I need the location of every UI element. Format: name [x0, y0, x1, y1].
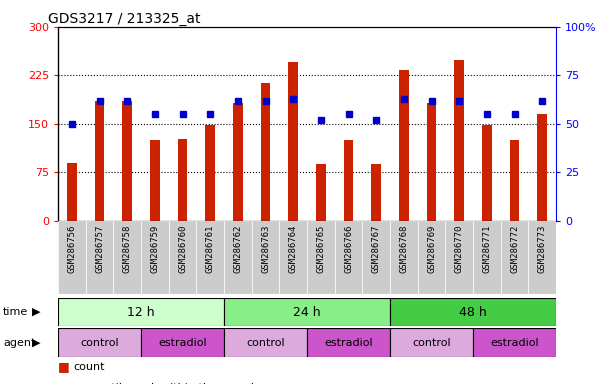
Text: GSM286762: GSM286762 — [233, 224, 243, 273]
Bar — [122, 101, 132, 221]
Text: GSM286772: GSM286772 — [510, 224, 519, 273]
Text: GSM286761: GSM286761 — [206, 224, 214, 273]
Bar — [316, 164, 326, 221]
Bar — [224, 328, 307, 357]
Text: GSM286759: GSM286759 — [150, 224, 159, 273]
Bar — [67, 163, 77, 221]
Text: GSM286769: GSM286769 — [427, 224, 436, 273]
Bar — [196, 221, 224, 294]
Bar — [390, 221, 418, 294]
Bar — [224, 298, 390, 326]
Bar — [141, 328, 224, 357]
Text: count: count — [73, 362, 105, 372]
Bar — [390, 328, 473, 357]
Text: agent: agent — [3, 338, 35, 348]
Bar — [95, 101, 104, 221]
Bar — [150, 140, 159, 221]
Text: estradiol: estradiol — [158, 338, 207, 348]
Bar — [114, 221, 141, 294]
Bar — [529, 221, 556, 294]
Text: control: control — [80, 338, 119, 348]
Text: GSM286760: GSM286760 — [178, 224, 187, 273]
Bar — [482, 125, 492, 221]
Text: ▶: ▶ — [32, 307, 40, 317]
Bar — [343, 140, 353, 221]
Bar — [224, 221, 252, 294]
Text: ▶: ▶ — [32, 338, 40, 348]
Bar — [261, 83, 271, 221]
Text: GSM286767: GSM286767 — [371, 224, 381, 273]
Bar — [307, 328, 390, 357]
Text: GSM286773: GSM286773 — [538, 224, 547, 273]
Bar — [418, 221, 445, 294]
Text: GSM286758: GSM286758 — [123, 224, 132, 273]
Text: estradiol: estradiol — [490, 338, 539, 348]
Text: GSM286757: GSM286757 — [95, 224, 104, 273]
Bar — [455, 61, 464, 221]
Bar — [205, 125, 215, 221]
Text: ■: ■ — [58, 360, 70, 373]
Bar — [58, 328, 141, 357]
Text: estradiol: estradiol — [324, 338, 373, 348]
Bar — [473, 328, 556, 357]
Bar — [252, 221, 279, 294]
Text: 48 h: 48 h — [459, 306, 487, 318]
Text: GSM286770: GSM286770 — [455, 224, 464, 273]
Text: GSM286764: GSM286764 — [288, 224, 298, 273]
Bar — [500, 221, 529, 294]
Text: time: time — [3, 307, 28, 317]
Text: GSM286756: GSM286756 — [67, 224, 76, 273]
Bar — [58, 298, 224, 326]
Bar — [510, 140, 519, 221]
Text: GSM286766: GSM286766 — [344, 224, 353, 273]
Bar — [537, 114, 547, 221]
Text: percentile rank within the sample: percentile rank within the sample — [73, 383, 261, 384]
Text: GSM286763: GSM286763 — [261, 224, 270, 273]
Bar — [335, 221, 362, 294]
Text: GSM286768: GSM286768 — [400, 224, 408, 273]
Bar — [233, 103, 243, 221]
Bar — [426, 103, 436, 221]
Bar — [399, 70, 409, 221]
Text: GDS3217 / 213325_at: GDS3217 / 213325_at — [48, 12, 200, 26]
Text: GSM286771: GSM286771 — [482, 224, 491, 273]
Text: ■: ■ — [58, 381, 70, 384]
Text: control: control — [412, 338, 451, 348]
Bar — [390, 298, 556, 326]
Bar — [445, 221, 473, 294]
Text: GSM286765: GSM286765 — [316, 224, 326, 273]
Text: 12 h: 12 h — [127, 306, 155, 318]
Bar — [169, 221, 196, 294]
Bar — [362, 221, 390, 294]
Bar — [178, 139, 188, 221]
Bar — [279, 221, 307, 294]
Text: 24 h: 24 h — [293, 306, 321, 318]
Bar — [371, 164, 381, 221]
Bar — [86, 221, 114, 294]
Text: control: control — [246, 338, 285, 348]
Bar — [141, 221, 169, 294]
Bar — [473, 221, 500, 294]
Bar — [58, 221, 86, 294]
Bar — [288, 63, 298, 221]
Bar — [307, 221, 335, 294]
